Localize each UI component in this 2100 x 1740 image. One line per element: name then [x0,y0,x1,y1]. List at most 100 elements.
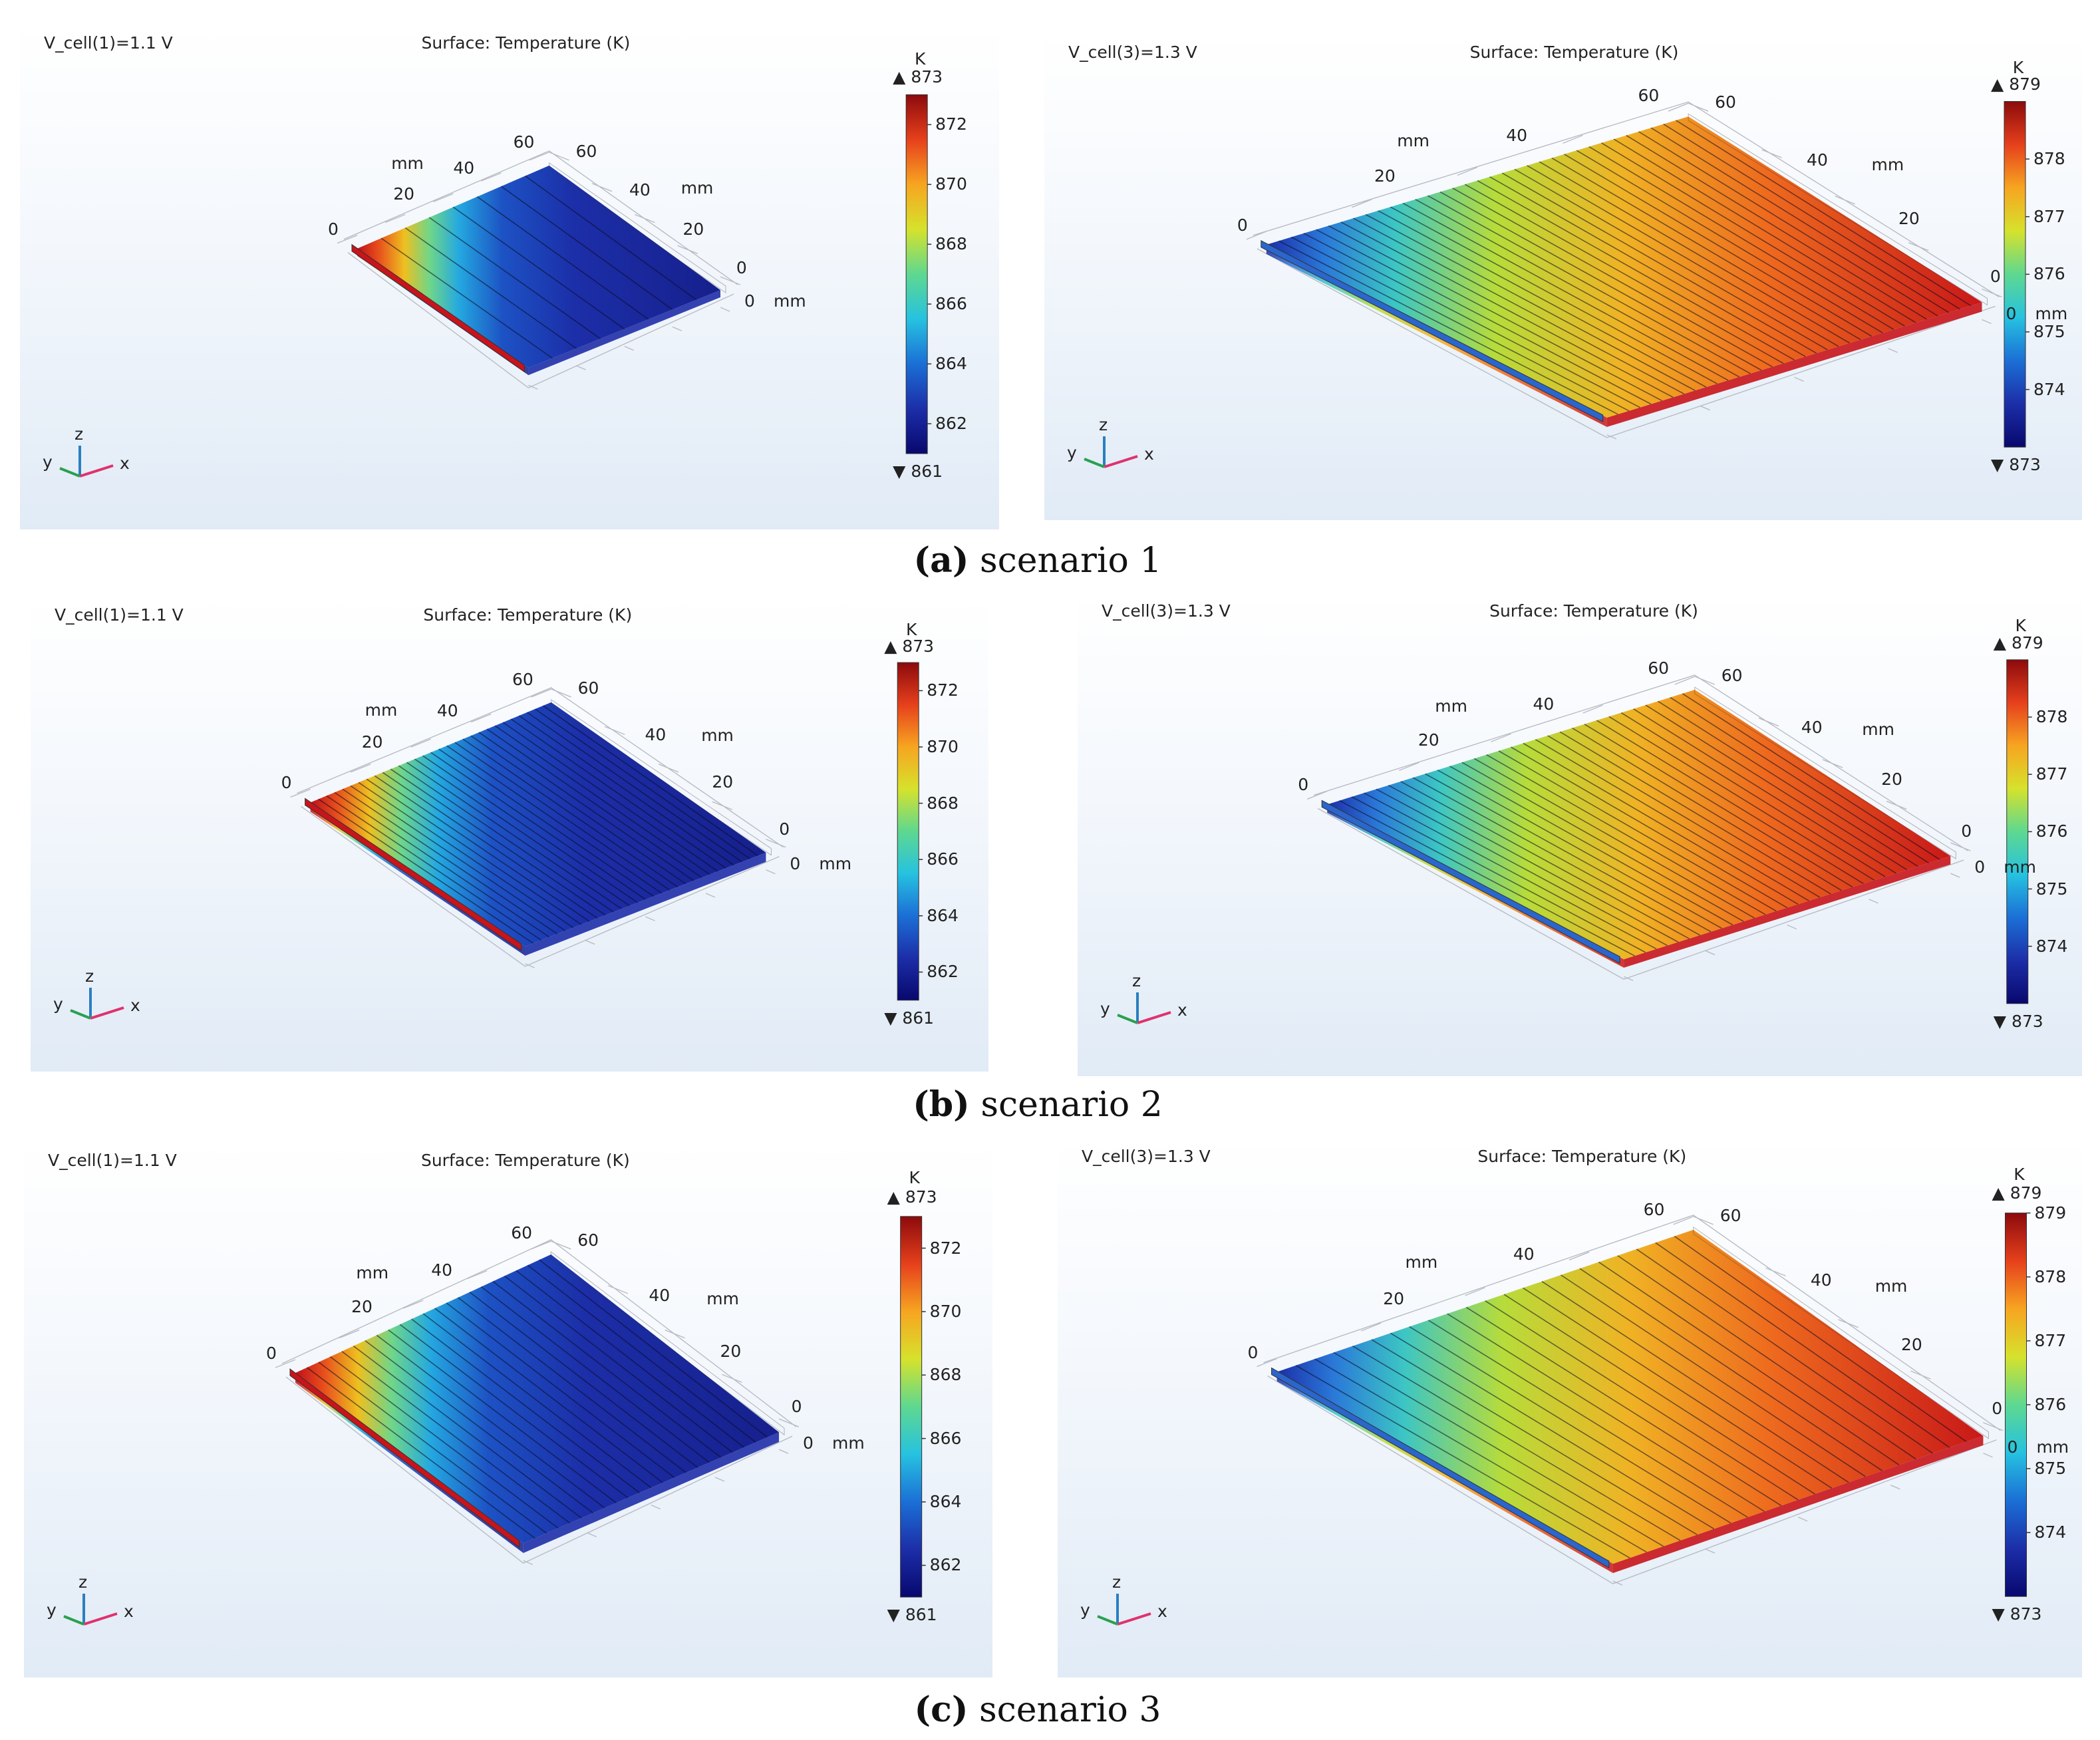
channel-rib [366,778,582,925]
channel-rib [1503,1294,1815,1495]
axis-tick-label: 0 [1974,857,1986,877]
colorbar-tick-label: 876 [2033,264,2065,284]
voltage-label: V_cell(3)=1.3 V [1102,601,1231,621]
min-triangle-icon: ▼ [1991,455,2004,475]
channel-rib [1613,138,1916,323]
channel-rib [1561,1274,1866,1477]
channel-rib [469,1292,698,1468]
axis-unit-label: mm [1435,696,1467,716]
voltage-label: V_cell(3)=1.3 V [1082,1147,1211,1166]
channel-rib [1485,1300,1799,1501]
axis-tick-label: 60 [1648,658,1670,678]
plot-title: Surface: Temperature (K) [420,1151,630,1170]
channel-rib [422,755,638,903]
axis-tick-label: 0 [2006,303,2017,323]
colorbar-tick-label: 864 [927,905,959,925]
axis-tick-label: 40 [436,701,458,721]
triad-y-label: y [43,452,53,472]
channel-rib [398,765,614,913]
channel-rib [500,186,673,310]
channel-rib [516,1270,745,1448]
channel-rib [1523,742,1799,905]
axis-triad-icon [63,1594,118,1626]
channel-rib [470,735,686,885]
channel-rib [388,1329,617,1504]
channel-rib [1523,1287,1833,1489]
triad-y-label: y [53,994,63,1014]
axis-tick-label: 20 [1418,730,1439,750]
panel-row2-col1: V_cell(1)=1.1 V Surface: Temperature (K) K… [31,596,988,1072]
colorbar-tick-label: 875 [2035,879,2068,899]
axis-tick-label: 20 [361,732,383,752]
axis-tick-label: 20 [351,1297,373,1317]
channel-rib [1501,172,1817,354]
channel-rib [1620,712,1886,877]
axis-tick-label: 60 [577,1230,599,1250]
colorbar-max-label: ▲ 873 [887,1187,937,1207]
channel-rib [326,795,542,941]
channel-rib [527,1264,756,1443]
channel-rib [1670,696,1929,864]
axis-tick-label: 0 [266,1344,277,1364]
channel-rib [481,1286,710,1463]
channel-rib [1486,754,1766,915]
channel-rib [1365,214,1696,391]
plate-side-front-right [525,852,766,956]
temperature-surface-plot [1084,100,2029,468]
caption-text: scenario 3 [978,1690,1161,1730]
colorbar [2004,100,2026,448]
plate-side-front-right [1606,302,1982,427]
triad-y-label: y [1080,1600,1090,1620]
channel-rib [1527,165,1839,347]
plate-side-front-right [1612,1435,1984,1574]
axis-tick-label: 60 [1721,666,1743,686]
triad-z-label: z [75,424,84,444]
colorbar-tick-label: 864 [929,1492,962,1512]
plate-top-surface [295,1254,780,1544]
triad-y-label: y [47,1600,57,1620]
colorbar-tick-label: 872 [935,114,967,134]
colorbar-max-label: ▲ 879 [1991,74,2041,94]
triad-z-label: z [1132,971,1141,990]
inlet-manifold [1321,799,1620,964]
channel-rib [446,745,663,894]
max-triangle-icon: ▲ [884,636,897,656]
axis-tick-label: 20 [682,219,704,239]
channel-rib [1535,739,1809,901]
axis-triad-icon [1117,992,1171,1024]
channel-rib [1412,777,1701,936]
channel-rib [1596,720,1864,885]
channel-rib [414,758,630,907]
channel-rib [1437,770,1722,929]
caption-text: scenario 2 [980,1085,1163,1125]
plot-title: Surface: Temperature (K) [423,605,633,625]
channel-rib [1316,229,1652,405]
channel-rib [318,1362,547,1534]
plot-title: Surface: Temperature (K) [1469,43,1679,62]
channel-rib [1295,1365,1630,1559]
channel-rib [1658,700,1918,867]
channel-rib [365,1340,594,1514]
channel-rib [1439,191,1762,371]
panel-row1-col1: V_cell(1)=1.1 V Surface: Temperature (K) K… [20,24,999,529]
axis-tick-label: 40 [1513,1244,1535,1264]
channel-rib [1376,788,1668,946]
axis-grid [1257,1215,2004,1586]
plate-top-surface [1266,116,1982,418]
axis-tick-label: 60 [577,678,599,698]
channel-rib [535,708,750,859]
channel-rib [446,1302,675,1479]
colorbar-unit: K [2015,616,2026,636]
axis-tick-label: 40 [629,180,651,200]
channel-rib [1655,1242,1950,1448]
colorbar-tick-label: 879 [2034,1203,2067,1223]
caption-text: scenario 1 [979,541,1162,581]
channel-rib [1541,1280,1849,1483]
axis-unit-label: mm [706,1289,739,1309]
triad-z-label: z [1099,415,1108,434]
colorbar-tick-label: 864 [935,354,967,374]
channel-rib [1340,221,1674,398]
colorbar-tick-label: 872 [927,680,959,700]
channel-rib [1645,704,1908,871]
axis-unit-label: mm [391,154,424,174]
